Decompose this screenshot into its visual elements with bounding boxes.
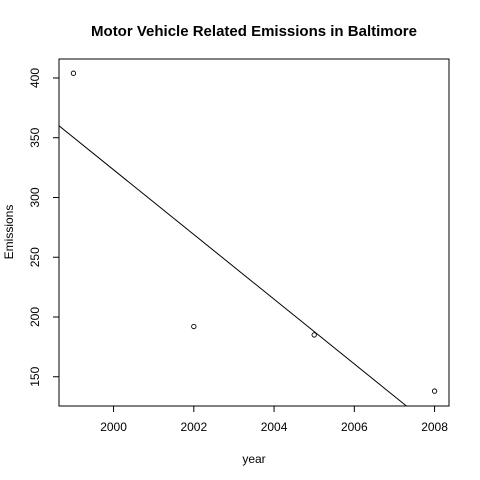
x-tick-label: 2000 bbox=[100, 420, 127, 434]
x-axis: 2000 2002 2004 2006 2008 bbox=[100, 405, 448, 434]
x-tick-label: 2008 bbox=[421, 420, 448, 434]
chart-title: Motor Vehicle Related Emissions in Balti… bbox=[91, 23, 417, 40]
plot-area bbox=[58, 70, 438, 407]
data-point bbox=[311, 332, 317, 338]
data-point bbox=[70, 70, 77, 76]
x-tick-label: 2004 bbox=[261, 420, 288, 434]
y-tick-label: 300 bbox=[28, 187, 42, 207]
y-axis-label: Emissions bbox=[2, 205, 16, 260]
x-tick-label: 2002 bbox=[180, 420, 207, 434]
regression-line bbox=[58, 125, 407, 407]
y-axis: 150 200 250 300 350 400 bbox=[28, 68, 60, 387]
y-tick-label: 350 bbox=[28, 127, 42, 147]
data-point bbox=[191, 323, 197, 330]
y-tick-label: 150 bbox=[28, 366, 42, 386]
y-tick-label: 250 bbox=[28, 247, 42, 267]
y-tick-label: 200 bbox=[28, 307, 42, 327]
x-axis-label: year bbox=[242, 452, 265, 466]
data-point bbox=[431, 388, 438, 394]
x-tick-label: 2006 bbox=[341, 420, 368, 434]
y-tick-label: 400 bbox=[28, 68, 42, 88]
